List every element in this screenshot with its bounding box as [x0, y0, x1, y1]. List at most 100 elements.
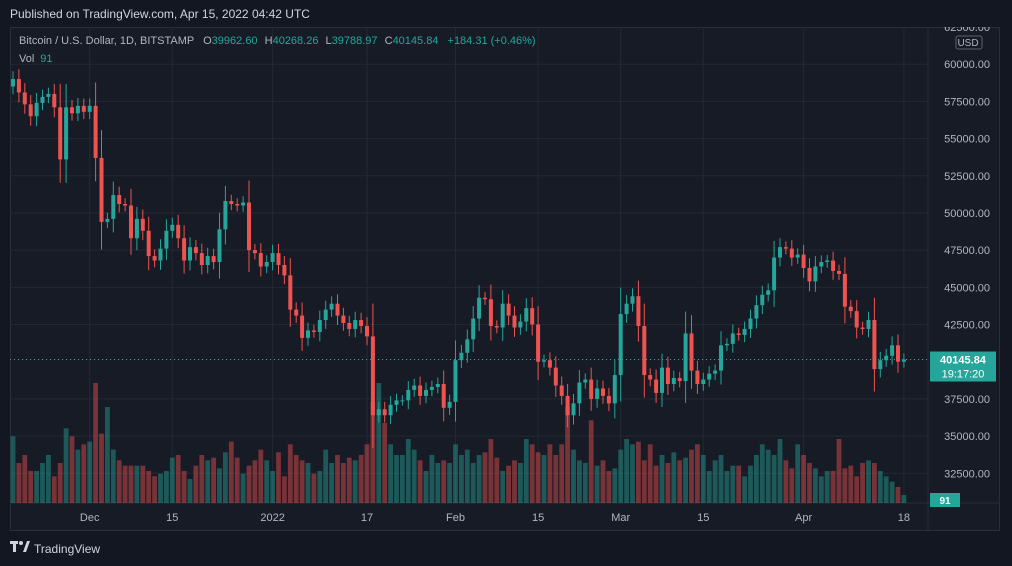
volume-bar — [759, 444, 765, 503]
candle-body — [707, 373, 712, 380]
volume-bar — [57, 463, 63, 503]
volume-bar — [435, 463, 441, 503]
candle-body — [606, 395, 611, 404]
volume-bar — [512, 460, 517, 503]
time-tick-label: Feb — [446, 512, 465, 524]
candle-body — [182, 238, 187, 261]
volume-bar — [51, 476, 57, 503]
candle-body — [235, 204, 240, 206]
volume-bar — [453, 444, 458, 503]
candle-body — [553, 367, 558, 386]
candlestick-chart[interactable]: 62500.00 60000.00 57500.00 55000.00 52500.00… — [10, 27, 1000, 531]
candle-body — [105, 218, 110, 222]
volume-bar — [771, 455, 777, 503]
candles — [11, 69, 906, 449]
volume-bar — [152, 476, 157, 503]
candle-body — [252, 250, 257, 254]
volume-bar — [482, 452, 488, 503]
candle-body — [270, 253, 275, 263]
price-tick-label: 55000.00 — [944, 134, 990, 146]
volume-bar — [535, 452, 541, 503]
symbol-legend: Bitcoin / U.S. Dollar, 1D, BITSTAMP O399… — [19, 35, 536, 47]
candle-body — [518, 321, 523, 328]
volume-bar — [618, 449, 624, 503]
volume-bar — [606, 471, 612, 503]
candle-body — [453, 360, 458, 402]
open-value: 39962.60 — [211, 35, 258, 47]
volume-bar — [193, 465, 199, 503]
candle-body — [418, 385, 423, 396]
volume-bar — [848, 465, 854, 503]
volume-bar — [523, 439, 529, 503]
time-axis[interactable]: Dec 15 2022 17 Feb 15 Mar 15 Apr 18 — [80, 512, 910, 524]
volume-bar — [228, 441, 234, 503]
candle-body — [860, 327, 865, 329]
candle-body — [795, 254, 800, 258]
candle-body — [347, 323, 352, 329]
candle-body — [736, 333, 741, 335]
volume-bar — [777, 439, 783, 503]
price-tick-label: 60000.00 — [944, 59, 990, 71]
volume-bar — [376, 383, 382, 503]
volume-bar — [860, 463, 865, 503]
candle-body — [28, 104, 33, 117]
volume-bar — [470, 463, 476, 503]
volume-bar — [169, 457, 175, 503]
candle-body — [353, 320, 358, 329]
volume-bar — [600, 460, 606, 503]
candle-body — [412, 385, 417, 390]
volume-bar — [81, 444, 87, 503]
volume-bar — [10, 436, 16, 503]
candle-body — [406, 389, 411, 401]
candle-body — [896, 345, 900, 362]
volume-bar — [164, 471, 169, 503]
candle-body — [665, 367, 670, 384]
volume-bar — [765, 449, 771, 503]
volume-bar — [329, 463, 334, 503]
volume-bar — [866, 460, 871, 503]
candle-body — [595, 388, 600, 399]
candle-body — [884, 355, 889, 361]
volume-bar — [388, 444, 393, 503]
volume-bar — [447, 463, 452, 503]
candle-body — [64, 107, 69, 160]
candle-body — [117, 195, 122, 205]
volume-bar — [801, 455, 806, 503]
candle-body — [134, 218, 139, 239]
volume-bar — [659, 455, 665, 503]
candle-body — [524, 308, 529, 322]
volume-bar — [394, 455, 399, 503]
candle-body — [205, 256, 210, 265]
volume-bar — [476, 455, 482, 503]
candle-body — [660, 367, 664, 393]
volume-bar — [494, 457, 500, 503]
candle-body — [742, 328, 747, 335]
candle-body — [359, 320, 364, 326]
candle-body — [648, 375, 653, 380]
volume-bar — [276, 452, 281, 503]
volume-bar — [612, 468, 618, 503]
price-axis[interactable]: 62500.00 60000.00 57500.00 55000.00 52500.00… — [944, 27, 990, 480]
volume-bar — [93, 383, 98, 503]
footer-brand[interactable]: TradingView — [10, 541, 100, 556]
close-label: C — [384, 35, 393, 47]
candle-body — [783, 247, 788, 249]
volume-bar — [128, 465, 134, 503]
volume-bar — [594, 465, 600, 503]
volume-bar — [547, 444, 553, 503]
candle-body — [630, 296, 635, 304]
volume-bar — [588, 420, 594, 503]
candle-body — [807, 267, 812, 282]
volume-bar — [205, 460, 211, 503]
candle-body — [772, 257, 777, 291]
volume-bar — [75, 449, 81, 503]
volume-bar — [405, 439, 411, 503]
volume-bar — [28, 471, 34, 503]
candle-body — [618, 314, 623, 376]
volume-bar — [683, 457, 688, 503]
candle-body — [34, 102, 39, 117]
candle-body — [488, 299, 493, 326]
volume-bar — [181, 471, 187, 503]
candle-body — [241, 202, 246, 206]
volume-bar — [246, 465, 252, 503]
